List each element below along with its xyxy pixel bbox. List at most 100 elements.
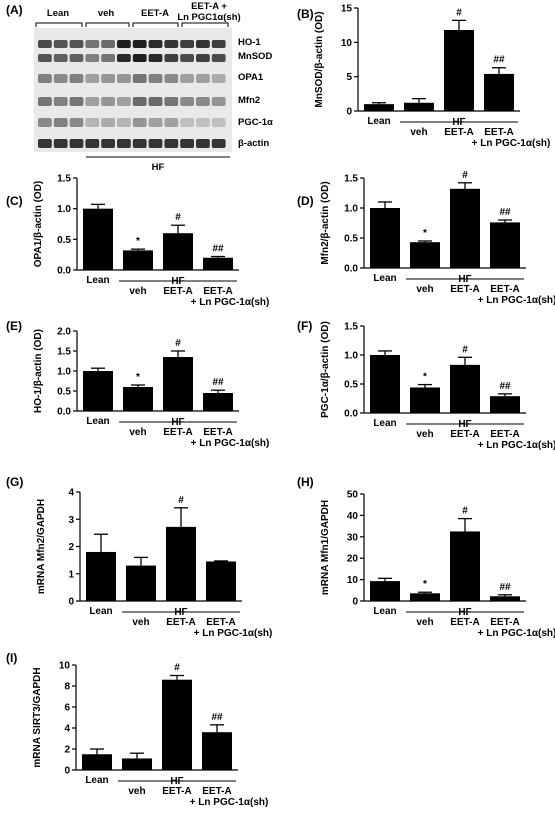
blot-band (164, 54, 179, 62)
blot-band (196, 40, 210, 48)
blot-band (53, 40, 68, 48)
protein-label-mfn2: Mfn2 (238, 95, 260, 106)
blot-band (196, 74, 210, 83)
blot-band (69, 54, 84, 62)
bar (123, 387, 153, 411)
blot-band (132, 54, 147, 62)
y-axis-label: PGC-1α/β-actin (OD) (320, 321, 331, 418)
blot-bracket-veh (85, 22, 130, 27)
significance-marker: * (423, 372, 427, 383)
protein-label-ho1: HO-1 (238, 37, 261, 48)
bar (450, 188, 480, 268)
blot-band (132, 40, 147, 48)
category-label: Lean (373, 273, 396, 284)
y-axis-label: mRNA Mfn1/GAPDH (320, 500, 331, 595)
category-label: veh (416, 429, 433, 440)
significance-marker: ## (212, 377, 224, 388)
category-sublabel: + Ln PGC-1α(sh) (194, 628, 273, 639)
panel-label: (D) (297, 194, 314, 208)
blot-band (148, 139, 163, 148)
bar (86, 551, 116, 601)
y-tick-label: 20 (347, 554, 359, 565)
category-label: veh (416, 284, 433, 295)
blot-group-lean: Lean (47, 8, 69, 19)
blot-band (211, 97, 226, 106)
significance-marker: # (456, 7, 462, 18)
significance-marker: * (136, 372, 140, 383)
panel-label: (I) (6, 651, 17, 665)
y-tick-label: 1.0 (57, 204, 71, 215)
y-tick-label: 1.5 (344, 174, 358, 185)
panel-label: (E) (6, 319, 22, 333)
bar (83, 371, 113, 411)
bar (203, 257, 233, 270)
blot-band (85, 118, 100, 127)
significance-marker: # (175, 338, 181, 349)
blot-band (53, 74, 68, 83)
significance-marker: # (178, 495, 184, 506)
significance-marker: * (423, 228, 427, 239)
blot-band (85, 139, 100, 148)
significance-marker: ## (499, 207, 511, 218)
category-sublabel: + Ln PGC-1α(sh) (191, 438, 270, 449)
blot-band (148, 118, 163, 127)
category-label: EET-A (206, 617, 235, 628)
y-tick-label: 0.0 (57, 266, 71, 277)
bar (490, 396, 520, 413)
blot-band (101, 54, 115, 62)
y-tick-label: 1.5 (57, 347, 71, 358)
blot-band (117, 74, 131, 83)
y-tick-label: 1 (68, 569, 74, 580)
blot-band (38, 118, 52, 127)
significance-marker: # (174, 663, 180, 674)
category-label: veh (416, 617, 433, 628)
blot-group-eeta-plus: EET-A + (191, 1, 227, 12)
category-label: Lean (85, 775, 108, 786)
blot-band (180, 118, 194, 127)
blot-band (211, 118, 226, 127)
blot-band (180, 74, 194, 83)
bar (404, 102, 434, 111)
y-tick-label: 2 (68, 542, 74, 553)
y-tick-label: 5 (346, 72, 352, 83)
y-tick-label: 0 (68, 597, 74, 608)
blot-band (148, 74, 163, 83)
bar (163, 233, 193, 270)
significance-marker: ## (493, 55, 505, 66)
y-tick-label: 0 (352, 597, 358, 608)
blot-band (38, 139, 52, 148)
panel-label: (B) (297, 7, 314, 21)
category-label: EET-A (203, 286, 232, 297)
group-label: HF (452, 117, 465, 128)
category-label: EET-A (203, 427, 232, 438)
blot-band (164, 74, 179, 83)
bar (450, 364, 480, 413)
category-label: EET-A (490, 429, 519, 440)
category-sublabel: + Ln PGC-1α(sh) (191, 297, 270, 308)
category-label: Lean (86, 275, 109, 286)
category-label: Lean (373, 606, 396, 617)
blot-band (211, 139, 226, 148)
blot-band (132, 139, 147, 148)
bar (203, 393, 233, 411)
blot-band (148, 54, 163, 62)
y-tick-label: 0.0 (57, 407, 71, 418)
y-tick-label: 2.0 (57, 327, 71, 338)
blot-band (53, 139, 68, 148)
blot-band (69, 139, 84, 148)
panel-label: (F) (297, 319, 312, 333)
blot-band (53, 118, 68, 127)
category-label: veh (128, 786, 145, 797)
bar (166, 526, 196, 601)
category-sublabel: + Ln PGC-1α(sh) (478, 628, 555, 639)
bar (163, 357, 193, 411)
y-axis-label: mRNA Mfn2/GAPDH (36, 499, 47, 594)
y-tick-label: 10 (341, 38, 353, 49)
y-tick-label: 1.5 (344, 322, 358, 333)
bar (450, 531, 480, 601)
category-label: EET-A (450, 429, 479, 440)
category-label: EET-A (162, 786, 191, 797)
y-tick-label: 0.0 (344, 264, 358, 275)
